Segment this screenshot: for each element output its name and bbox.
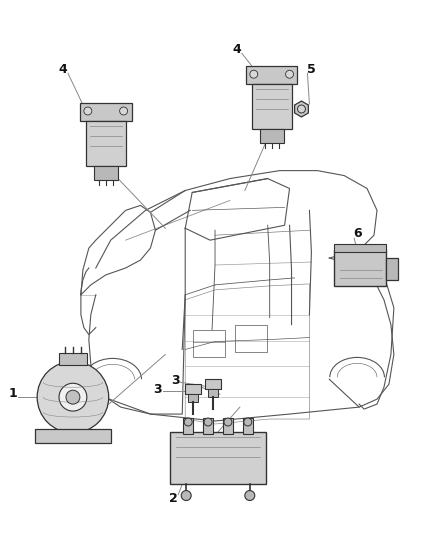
Bar (246, 66, 297, 84)
Bar (185, 384, 201, 394)
Text: 5: 5 (307, 63, 316, 76)
Text: 3: 3 (153, 383, 162, 395)
Text: 3: 3 (171, 374, 180, 387)
Bar (260, 129, 283, 143)
Bar (183, 418, 193, 434)
Bar (252, 84, 292, 129)
Circle shape (286, 70, 293, 78)
Bar (94, 166, 118, 180)
Bar (386, 258, 398, 280)
Bar (203, 418, 213, 434)
Circle shape (245, 490, 255, 500)
Bar (243, 418, 253, 434)
Circle shape (184, 418, 192, 426)
Circle shape (297, 105, 305, 113)
Bar (35, 429, 111, 443)
Circle shape (66, 390, 80, 404)
Bar (235, 325, 267, 352)
Circle shape (224, 418, 232, 426)
Circle shape (204, 418, 212, 426)
Text: 6: 6 (353, 227, 361, 240)
Bar (205, 379, 221, 389)
Circle shape (37, 361, 109, 433)
Bar (188, 394, 198, 402)
Circle shape (250, 70, 258, 78)
Bar (223, 418, 233, 434)
Bar (334, 250, 386, 286)
Polygon shape (295, 101, 308, 117)
Text: 2: 2 (169, 492, 178, 505)
Circle shape (244, 418, 252, 426)
Bar (59, 353, 87, 365)
Circle shape (120, 107, 127, 115)
Text: 1: 1 (9, 386, 18, 400)
Bar (208, 389, 218, 397)
Bar (170, 432, 266, 483)
Bar (193, 329, 225, 358)
Circle shape (84, 107, 92, 115)
Text: 4: 4 (233, 43, 241, 56)
Bar (334, 244, 386, 252)
Bar (80, 103, 131, 121)
Circle shape (59, 383, 87, 411)
Circle shape (181, 490, 191, 500)
Text: 4: 4 (59, 63, 67, 76)
Bar (86, 121, 126, 166)
